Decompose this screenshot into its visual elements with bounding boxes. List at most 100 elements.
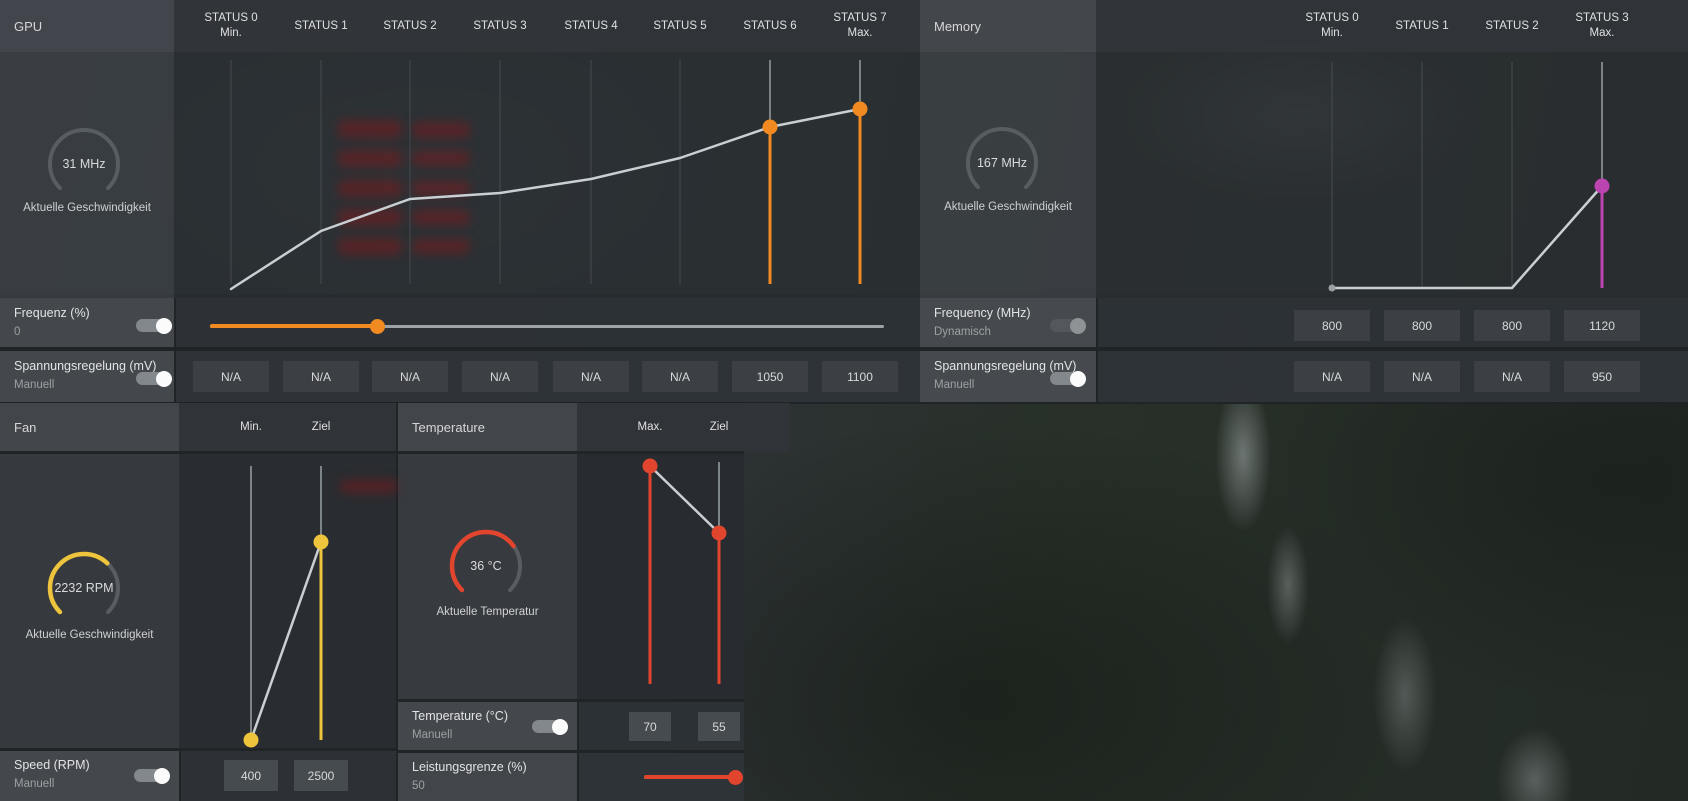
temperature-ziel-header: Ziel [709,421,729,433]
memory-curve-panel [1096,52,1688,298]
memory-frequency-chart[interactable] [1096,52,1688,298]
wallpaper-red-smudge [412,151,470,166]
memory-voltage-field-2[interactable]: N/A [1474,361,1550,392]
fan-speed-toggle[interactable] [134,767,170,784]
fan-min-rpm-field[interactable]: 400 [224,760,278,791]
power-limit-label-box [398,753,577,801]
memory-status-header-strip [1096,0,1688,52]
memory-status-2-header: STATUS 2 [1485,19,1539,32]
wallpaper-red-smudge [338,180,402,197]
fan-target-rpm-field[interactable]: 2500 [294,760,348,791]
fan-speed-value: 2232 RPM [54,581,114,595]
gpu-voltage-field-3[interactable]: N/A [462,361,538,392]
wallpaper-red-smudge [338,120,402,138]
gpu-voltage-field-2[interactable]: N/A [372,361,448,392]
chart-handle[interactable] [762,119,778,135]
gpu-frequency-toggle[interactable] [136,317,172,334]
gpu-title: GPU [14,18,43,34]
wallpaper-red-smudge [338,150,402,167]
gpu-voltage-field-0[interactable]: N/A [193,361,269,392]
memory-frequency-label: Frequency (MHz) [934,306,1031,320]
temperature-gauge-panel [398,454,577,699]
gpu-voltage-toggle[interactable] [136,370,172,387]
temperature-value: 36 °C [470,559,502,573]
wallpaper-red-smudge [340,480,398,493]
temperature-max-field[interactable]: 70 [629,712,671,741]
memory-voltage-sub: Manuell [934,379,975,391]
memory-voltage-label: Spannungsregelung (mV) [934,359,1077,373]
gpu-section-header: GPU [0,0,174,52]
fan-gauge-panel [0,454,179,748]
memory-gauge-caption: Aktuelle Geschwindigkeit [944,201,1072,213]
temperature-target-label: Temperature (°C) [412,709,508,723]
gpu-voltage-field-7[interactable]: 1100 [822,361,898,392]
temperature-target-toggle[interactable] [532,718,568,735]
gpu-status-6-header: STATUS 6 [743,19,797,32]
temperature-curve-panel [577,454,744,699]
fan-speed-gauge [47,551,121,625]
temperature-chart[interactable] [577,454,744,699]
memory-section-header: Memory [920,0,1096,52]
gpu-status-2-header: STATUS 2 [383,19,437,32]
chart-handle[interactable] [1594,178,1610,194]
gpu-status-header-strip [174,0,920,52]
gpu-frequency-slider-track [210,325,884,328]
gpu-frequency-label: Frequenz (%) [14,306,90,320]
fan-speed-chart[interactable] [179,454,396,748]
memory-frequency-field-1[interactable]: 800 [1384,310,1460,341]
memory-status-0-header: STATUS 0 Min. [1305,12,1359,39]
gpu-status-1-header: STATUS 1 [294,19,348,32]
gpu-voltage-field-6[interactable]: 1050 [732,361,808,392]
temperature-target-field[interactable]: 55 [698,712,740,741]
gpu-voltage-field-4[interactable]: N/A [553,361,629,392]
gpu-speed-gauge [47,128,120,200]
gpu-status-4-header: STATUS 4 [564,19,618,32]
gpu-voltage-field-5[interactable]: N/A [642,361,718,392]
memory-speed-value: 167 MHz [976,156,1028,170]
memory-voltage-field-1[interactable]: N/A [1384,361,1460,392]
wallpaper-red-smudge [412,210,470,225]
chart-handle[interactable] [852,101,868,117]
memory-status-1-header: STATUS 1 [1395,19,1449,32]
memory-gauge-panel [920,52,1096,298]
memory-frequency-field-3[interactable]: 1120 [1564,310,1640,341]
gpu-voltage-field-1[interactable]: N/A [283,361,359,392]
fan-gauge-caption: Aktuelle Geschwindigkeit [25,629,154,641]
chart-handle[interactable] [711,525,727,541]
temperature-gauge-caption: Aktuelle Temperatur [436,606,539,618]
gpu-frequency-slider-knob[interactable] [369,318,385,334]
memory-voltage-field-3[interactable]: 950 [1564,361,1640,392]
gpu-curve-panel [174,52,920,298]
memory-frequency-toggle[interactable] [1050,317,1086,334]
power-limit-label: Leistungsgrenze (%) [412,760,527,774]
chart-handle[interactable] [313,534,329,550]
gpu-speed-value: 31 MHz [62,157,106,171]
memory-frequency-field-0[interactable]: 800 [1294,310,1370,341]
gpu-status-7-header: STATUS 7 Max. [833,12,887,39]
memory-voltage-toggle[interactable] [1050,370,1086,387]
temperature-header-strip [577,403,790,451]
memory-voltage-field-0[interactable]: N/A [1294,361,1370,392]
memory-title: Memory [934,18,981,34]
memory-frequency-sub: Dynamisch [934,326,991,338]
chart-handle[interactable] [642,458,658,474]
temperature-max-header: Max. [637,421,663,433]
power-limit-slider-knob[interactable] [727,769,743,785]
fan-speed-sub: Manuell [14,778,55,790]
fan-min-header: Min. [240,421,262,433]
memory-frequency-field-2[interactable]: 800 [1474,310,1550,341]
fan-header-strip [179,403,396,451]
fan-title: Fan [14,419,37,435]
gpu-voltage-label: Spannungsregelung (mV) [14,359,157,373]
gpu-gauge-caption: Aktuelle Geschwindigkeit [23,202,151,214]
power-limit-slider-fill [644,775,735,779]
temperature-gauge [449,529,523,603]
gpu-voltage-sub: Manuell [14,379,55,391]
chart-handle[interactable] [243,732,259,748]
wallpaper-red-smudge [338,238,402,255]
wallpaper-red-smudge [412,239,470,254]
gpu-frequency-chart[interactable] [174,52,920,298]
fan-speed-label: Speed (RPM) [14,758,90,772]
memory-status-3-header: STATUS 3 Max. [1575,12,1629,39]
